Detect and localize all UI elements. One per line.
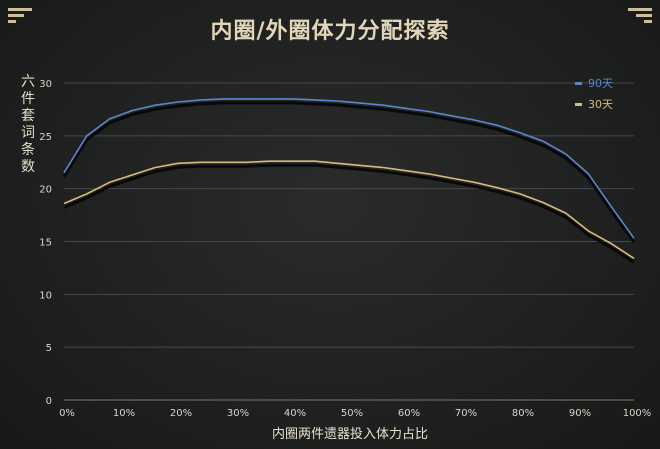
x-tick-label: 70%: [455, 408, 477, 419]
x-tick-label: 60%: [398, 408, 420, 419]
x-tick-label: 20%: [170, 408, 192, 419]
legend-label-0: 90天: [588, 77, 613, 90]
legend: 90天 30天: [575, 77, 613, 111]
y-tick-label: 5: [46, 343, 52, 354]
x-tick-label: 80%: [512, 408, 534, 419]
y-tick-label: 25: [39, 132, 52, 143]
x-tick-label: 40%: [284, 408, 306, 419]
y-tick-label: 15: [39, 238, 52, 249]
y-tick-label: 10: [39, 290, 52, 301]
y-axis-label: 六件套词条数: [21, 74, 35, 175]
chart-title: 内圈/外圈体力分配探索: [210, 19, 450, 44]
legend-swatch-1: [575, 103, 582, 106]
x-tick-label: 10%: [113, 408, 135, 419]
x-tick-label: 100%: [623, 408, 652, 419]
legend-swatch-0: [575, 82, 582, 85]
series-shadow-line: [63, 163, 635, 264]
x-tick-label: 90%: [569, 408, 591, 419]
x-tick-label: 50%: [341, 408, 363, 419]
corner-ornament-top-left: [8, 8, 32, 23]
y-tick-label: 0: [46, 396, 52, 407]
legend-label-1: 30天: [588, 98, 613, 111]
series-lines: [62, 98, 636, 264]
grid-lines: [64, 82, 634, 401]
x-tick-label: 0%: [59, 408, 75, 419]
x-tick-label: 30%: [227, 408, 249, 419]
y-tick-label: 30: [39, 79, 52, 90]
series-line-1: [63, 160, 635, 260]
x-tick-labels: 0% 10% 20% 30% 40% 50% 60% 70% 80% 90% 100%: [59, 408, 651, 419]
corner-ornament-top-right: [628, 8, 652, 23]
series-shadow-line: [62, 101, 636, 244]
series-line-0: [63, 98, 635, 239]
y-tick-label: 20: [39, 185, 52, 196]
y-tick-labels: 0 5 10 15 20 25 30: [39, 79, 52, 407]
x-axis-label: 内圈两件遗器投入体力占比: [271, 427, 428, 442]
